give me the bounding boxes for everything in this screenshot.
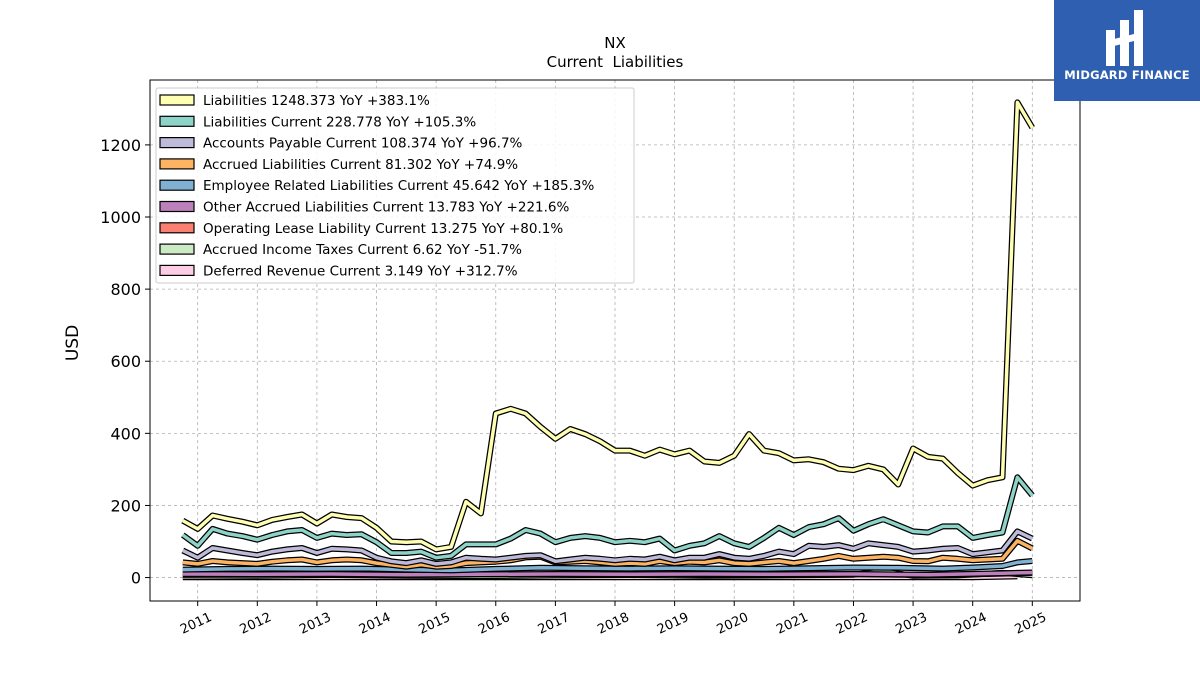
legend-entry: Liabilities Current 228.778 YoY +105.3% [203, 114, 476, 130]
x-tick-label: 2014 [357, 610, 393, 638]
y-tick-label: 800 [110, 280, 141, 299]
series-line [182, 539, 1034, 569]
y-tick-label: 0 [131, 569, 141, 588]
x-tick-label: 2011 [178, 610, 214, 638]
x-tick-label: 2015 [417, 610, 453, 638]
logo-text: MIDGARD FINANCE [1064, 68, 1190, 82]
legend-entry: Other Accrued Liabilities Current 13.783… [203, 200, 570, 216]
legend-swatch [159, 158, 195, 170]
y-tick-label: 200 [110, 496, 141, 515]
x-tick-label: 2017 [536, 610, 572, 638]
series-line [182, 570, 1033, 577]
x-tick-label: 2013 [297, 610, 333, 638]
legend-swatch [159, 200, 195, 213]
chart-title: NX [604, 34, 626, 52]
legend-entry: Operating Lease Liability Current 13.275… [203, 221, 563, 237]
legend-swatch [159, 115, 195, 127]
x-tick-label: 2023 [893, 610, 929, 638]
legend-entry: Liabilities 1248.373 YoY +383.1% [203, 93, 430, 109]
series-line [182, 529, 1034, 566]
legend-swatch [159, 222, 195, 234]
y-tick-label: 1200 [100, 136, 141, 155]
legend-entry: Accrued Income Taxes Current 6.62 YoY -5… [203, 242, 522, 258]
legend-entry: Accounts Payable Current 108.374 YoY +96… [203, 136, 523, 152]
x-tick-label: 2022 [834, 610, 870, 638]
y-tick-label: 400 [110, 424, 141, 443]
y-tick-label: 600 [110, 352, 141, 371]
series-layer [181, 99, 1035, 581]
series-line [182, 559, 1033, 573]
x-tick-label: 2012 [238, 610, 274, 638]
legend-entry: Deferred Revenue Current 3.149 YoY +312.… [203, 263, 518, 279]
x-tick-label: 2025 [1013, 610, 1049, 638]
x-tick-label: 2021 [774, 610, 810, 638]
grid [150, 80, 1080, 601]
y-tick-label: 1000 [100, 208, 141, 227]
legend-swatch [159, 264, 195, 276]
x-tick-label: 2024 [953, 610, 989, 638]
x-tick-label: 2018 [595, 610, 631, 638]
chart-subtitle: Current Liabilities [547, 53, 684, 71]
x-tick-label: 2020 [715, 610, 751, 638]
x-tick-label: 2019 [655, 610, 691, 638]
y-axis-label: USD [63, 325, 83, 361]
legend-entry: Employee Related Liabilities Current 45.… [203, 178, 594, 194]
series-line [181, 100, 1034, 552]
legend-swatch [159, 94, 195, 106]
series-line [181, 475, 1034, 560]
legend-swatch [159, 243, 195, 255]
x-tick-label: 2016 [476, 610, 512, 638]
logo-mark-icon [1106, 10, 1143, 66]
legend: Liabilities 1248.373 YoY +383.1% Liabilit… [155, 87, 635, 284]
brand-logo: MIDGARD FINANCE [1054, 0, 1200, 101]
legend-swatch [159, 137, 195, 149]
legend-swatch [159, 179, 195, 191]
legend-entry: Accrued Liabilities Current 81.302 YoY +… [203, 157, 518, 173]
legend-box [155, 87, 635, 284]
